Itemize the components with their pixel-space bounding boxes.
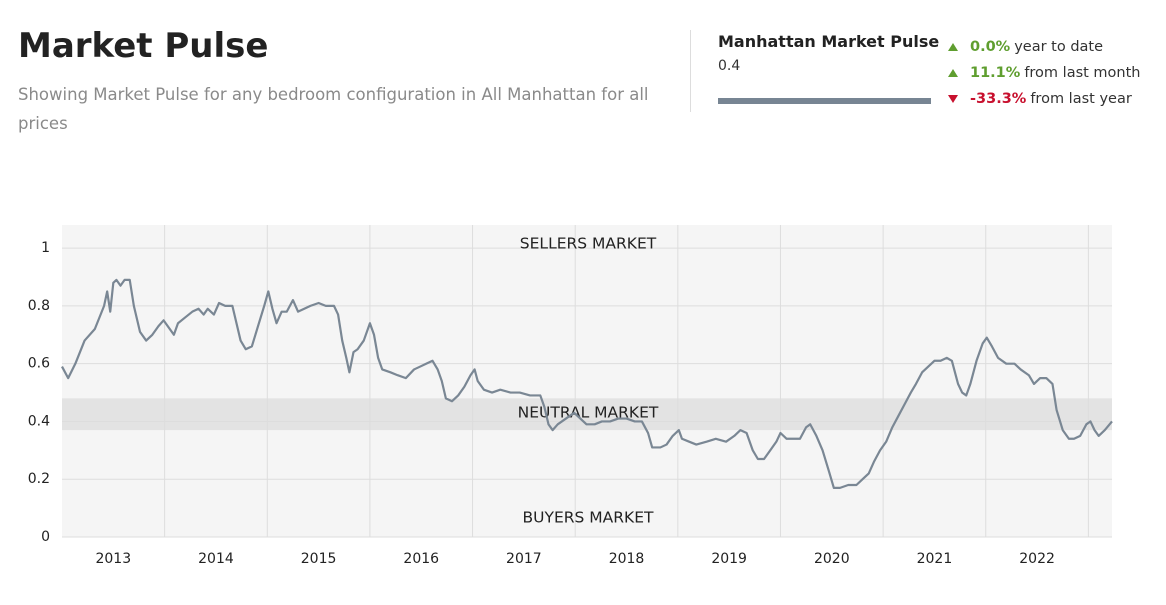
y-tick-label: 0.2: [28, 471, 50, 487]
stat-arrow: [948, 43, 958, 51]
stat-arrow: [948, 69, 958, 77]
pulse-line: [61, 278, 1113, 489]
x-tick-label: 2018: [609, 551, 645, 567]
x-tick-label: 2021: [917, 551, 953, 567]
x-tick-label: 2022: [1019, 551, 1055, 567]
stat-row: -33.3% from last year: [948, 86, 1141, 112]
y-tick-label: 0.6: [28, 356, 50, 372]
stat-text: from last year: [1030, 91, 1132, 107]
x-tick-label: 2020: [814, 551, 850, 567]
stat-text: from last month: [1024, 65, 1141, 81]
y-tick-label: 0.8: [28, 298, 50, 314]
plot-background: [62, 225, 1112, 537]
summary-name: Manhattan Market Pulse: [718, 32, 940, 51]
stat-change: -33.3%: [970, 91, 1027, 107]
summary-bar: [718, 98, 931, 104]
stat-change: 11.1%: [970, 65, 1021, 81]
stat-row: 11.1% from last month: [948, 60, 1141, 86]
zone-label: BUYERS MARKET: [523, 509, 654, 527]
x-tick-label: 2017: [506, 551, 542, 567]
summary-value: 0.4: [718, 58, 741, 74]
x-tick-label: 2014: [198, 551, 234, 567]
page-title: Market Pulse: [18, 26, 269, 66]
separator: [690, 30, 691, 112]
x-tick-label: 2016: [403, 551, 439, 567]
zone-label: NEUTRAL MARKET: [518, 404, 659, 422]
stat-row: 0.0% year to date: [948, 34, 1141, 60]
x-tick-label: 2019: [711, 551, 747, 567]
zone-label: SELLERS MARKET: [520, 235, 657, 253]
y-tick-label: 0.4: [28, 413, 50, 429]
summary-stats: 0.0% year to date 11.1% from last month -33.…: [948, 34, 1141, 112]
x-tick-label: 2015: [301, 551, 337, 567]
y-tick-label: 0: [41, 529, 50, 545]
stat-change: 0.0%: [970, 39, 1011, 55]
stat-arrow: [948, 95, 958, 103]
x-tick-label: 2013: [95, 551, 131, 567]
y-tick-label: 1: [41, 240, 50, 256]
page-subtitle: Showing Market Pulse for any bedroom con…: [18, 85, 649, 133]
stat-text: year to date: [1014, 39, 1104, 55]
